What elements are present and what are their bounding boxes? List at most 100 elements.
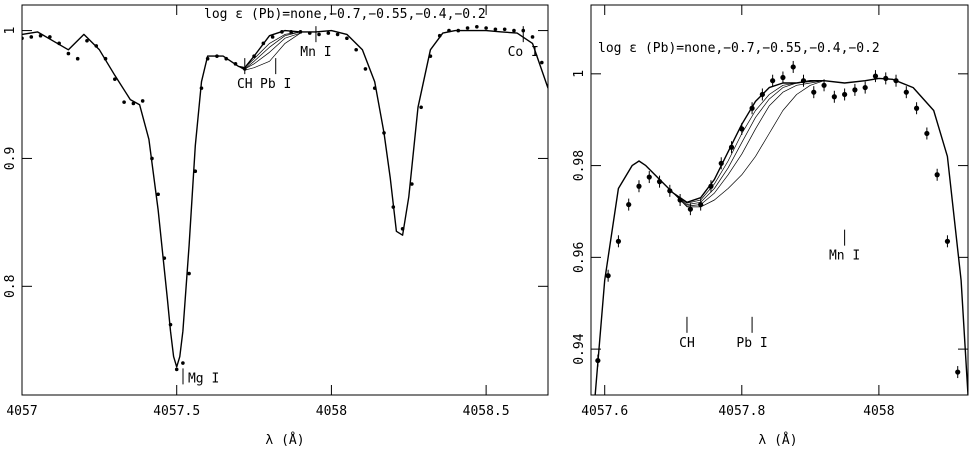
annotation-left: log ε (Pb)=none,−0.7,−0.55,−0.4,−0.2	[204, 7, 486, 22]
data-point	[852, 87, 858, 93]
line-label: Mg I	[188, 371, 219, 386]
data-point	[831, 94, 837, 100]
data-point	[540, 60, 544, 65]
data-point	[780, 74, 786, 81]
data-point	[667, 188, 673, 194]
data-point	[48, 35, 52, 39]
data-point	[410, 182, 414, 186]
y-tick-label-right: 0.96	[572, 242, 587, 273]
data-point	[261, 41, 266, 46]
line-label: Co I	[508, 45, 539, 60]
data-point	[842, 91, 848, 98]
data-point	[174, 367, 179, 372]
data-point	[626, 201, 632, 208]
data-point	[122, 100, 126, 104]
data-point	[270, 35, 275, 39]
data-point	[493, 27, 498, 32]
x-tick-label-right: 4057.6	[581, 404, 628, 419]
data-point	[512, 28, 516, 33]
data-point	[749, 105, 755, 111]
data-point	[233, 62, 238, 66]
data-point	[944, 238, 951, 244]
y-tick-label-right: 1	[572, 70, 587, 78]
data-point	[199, 86, 204, 90]
data-point	[862, 84, 868, 91]
data-point	[75, 56, 80, 61]
data-point	[326, 31, 331, 35]
data-point	[103, 56, 108, 61]
data-point	[317, 32, 321, 37]
data-point	[224, 56, 229, 61]
annotation-right: log ε (Pb)=none,−0.7,−0.55,−0.4,−0.2	[598, 41, 880, 56]
x-tick-label-left: 4057	[6, 404, 37, 419]
data-point	[307, 31, 312, 35]
plot-frame-left	[21, 4, 549, 396]
data-point	[790, 64, 796, 70]
data-point	[140, 99, 145, 103]
data-point	[181, 361, 185, 365]
model-line-none	[594, 77, 968, 395]
line-label: CH	[679, 336, 695, 351]
data-point	[335, 32, 340, 37]
panel-right: log ε (Pb)=none,−0.7,−0.55,−0.4,−0.2 λ (…	[572, 4, 969, 448]
data-point	[605, 273, 611, 279]
plot-frame-right	[590, 4, 969, 396]
model-line--0.7	[238, 31, 301, 69]
model-line--0.55	[673, 80, 825, 205]
x-axis-label-right: λ (Å)	[758, 432, 797, 448]
data-point	[615, 238, 622, 244]
data-point	[345, 36, 349, 41]
x-tick-label-right: 4058	[863, 404, 894, 419]
data-point	[456, 28, 461, 33]
data-point	[113, 77, 117, 81]
line-label: Mn I	[829, 249, 860, 264]
data-point	[893, 78, 899, 84]
data-point	[372, 86, 377, 90]
y-tick-label-right: 0.94	[572, 333, 587, 364]
data-point	[382, 131, 386, 135]
data-point	[903, 89, 909, 95]
data-point	[150, 156, 154, 161]
data-point	[964, 402, 969, 407]
data-point	[29, 35, 34, 39]
data-point	[38, 33, 43, 38]
data-point	[530, 35, 535, 39]
x-tick-label-left: 4057.5	[153, 404, 200, 419]
data-point	[85, 39, 89, 43]
data-point	[646, 174, 652, 180]
data-point	[419, 105, 423, 110]
y-tick-label-left: 0.9	[3, 147, 18, 170]
data-point	[22, 36, 24, 41]
data-point	[391, 205, 396, 209]
data-point	[205, 56, 210, 61]
data-point	[636, 183, 642, 189]
data-point	[354, 47, 358, 52]
data-point	[156, 192, 160, 197]
data-point	[57, 41, 61, 46]
line-label: Mn I	[300, 45, 331, 60]
data-point	[687, 206, 693, 212]
data-point	[800, 78, 807, 84]
data-point	[708, 183, 714, 189]
plot-area-right	[594, 60, 969, 407]
data-point	[955, 369, 961, 375]
data-point	[298, 30, 303, 34]
line-label: Pb I	[260, 77, 291, 92]
data-point	[475, 24, 479, 29]
data-point	[739, 126, 745, 132]
y-tick-label-left: 0.8	[3, 275, 18, 298]
panel-left: log ε (Pb)=none,−0.7,−0.55,−0.4,−0.2 λ (…	[3, 4, 549, 448]
x-tick-label-left: 4058	[316, 404, 347, 419]
data-point	[656, 179, 663, 185]
data-point	[698, 201, 704, 208]
data-point	[252, 54, 256, 58]
data-point	[437, 33, 442, 38]
data-point	[280, 30, 284, 34]
data-point	[728, 144, 735, 150]
data-point	[400, 226, 405, 231]
data-point	[131, 101, 136, 106]
line-label: CH	[237, 77, 253, 92]
model-line-none	[22, 29, 548, 368]
data-point	[447, 28, 451, 33]
